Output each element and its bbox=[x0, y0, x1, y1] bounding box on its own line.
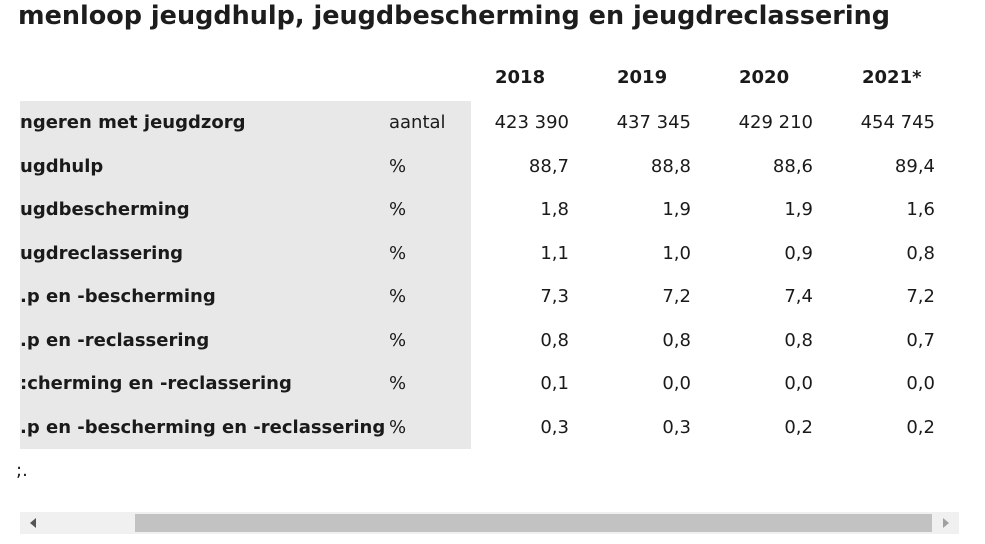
cell-2021: 7,2 bbox=[906, 286, 935, 307]
row-label-cell bbox=[20, 275, 471, 319]
row-label: .p en -reclassering bbox=[20, 329, 210, 351]
row-label: .p en -bescherming bbox=[20, 286, 216, 307]
cell-2018: 1,8 bbox=[540, 199, 569, 220]
table-title: menloop jeugdhulp, jeugdbescherming en j… bbox=[18, 1, 890, 31]
header-label-cell bbox=[20, 55, 471, 100]
row-label: ugdhulp bbox=[20, 155, 104, 177]
triangle-left-icon bbox=[30, 518, 36, 528]
row-unit: % bbox=[389, 242, 407, 264]
cell-2018: 7,3 bbox=[540, 286, 569, 307]
row-label: .p en -bescherming en -reclassering bbox=[20, 416, 386, 438]
cell-2018: 0,8 bbox=[540, 329, 569, 351]
row-label: ngeren met jeugdzorg bbox=[20, 112, 246, 133]
row-unit: % bbox=[389, 155, 407, 177]
cell-2020: 88,6 bbox=[772, 155, 813, 177]
cell-2021: 89,4 bbox=[894, 155, 935, 177]
cell-2021: 0,2 bbox=[906, 416, 935, 438]
column-header-2018: 2018 bbox=[495, 67, 546, 88]
cell-2019: 1,0 bbox=[662, 242, 691, 264]
table-viewport: 2018 2019 2020 2021* ngeren met jeugdzor… bbox=[20, 55, 960, 450]
cell-2019: 0,3 bbox=[662, 416, 691, 438]
row-unit: % bbox=[389, 329, 407, 351]
row-unit: % bbox=[389, 416, 407, 438]
row-label: ugdbescherming bbox=[20, 199, 190, 220]
row-label-cell bbox=[20, 188, 471, 232]
scroll-right-button[interactable] bbox=[937, 512, 955, 534]
cell-2021: 454 745 bbox=[860, 112, 935, 133]
row-label: ugdreclassering bbox=[20, 242, 184, 264]
row-unit: % bbox=[389, 199, 407, 220]
cell-2019: 7,2 bbox=[662, 286, 691, 307]
cell-2018: 88,7 bbox=[528, 155, 569, 177]
cell-2021: 0,8 bbox=[906, 242, 935, 264]
cell-2021: 0,0 bbox=[906, 373, 935, 394]
row-label-cell bbox=[20, 144, 471, 188]
cell-2020: 0,0 bbox=[784, 373, 813, 394]
row-label-cell bbox=[20, 362, 471, 406]
row-label: :cherming en -reclassering bbox=[20, 373, 292, 394]
source-note: ;. bbox=[16, 460, 28, 481]
triangle-right-icon bbox=[943, 518, 949, 528]
cell-2020: 1,9 bbox=[784, 199, 813, 220]
row-unit: % bbox=[389, 286, 407, 307]
cell-2021: 1,6 bbox=[906, 199, 935, 220]
column-header-2020: 2020 bbox=[739, 67, 790, 88]
cell-2019: 0,8 bbox=[662, 329, 691, 351]
column-header-2019: 2019 bbox=[617, 67, 668, 88]
scroll-thumb[interactable] bbox=[135, 514, 932, 532]
row-label-cell bbox=[20, 101, 471, 145]
cell-2019: 437 345 bbox=[616, 112, 691, 133]
row-unit: aantal bbox=[389, 112, 446, 133]
cell-2019: 88,8 bbox=[650, 155, 691, 177]
row-label-cell bbox=[20, 318, 471, 362]
cell-2020: 7,4 bbox=[784, 286, 813, 307]
cell-2018: 1,1 bbox=[540, 242, 569, 264]
row-label-cell bbox=[20, 231, 471, 275]
column-header-2021: 2021* bbox=[862, 67, 922, 88]
cell-2019: 0,0 bbox=[662, 373, 691, 394]
scroll-left-button[interactable] bbox=[24, 512, 42, 534]
cell-2018: 423 390 bbox=[494, 112, 569, 133]
cell-2020: 0,9 bbox=[784, 242, 813, 264]
cell-2018: 0,3 bbox=[540, 416, 569, 438]
cell-2020: 0,2 bbox=[784, 416, 813, 438]
cell-2021: 0,7 bbox=[906, 329, 935, 351]
horizontal-scrollbar[interactable] bbox=[20, 512, 959, 534]
row-unit: % bbox=[389, 373, 407, 394]
cell-2019: 1,9 bbox=[662, 199, 691, 220]
row-label-cell bbox=[20, 405, 471, 449]
cell-2020: 0,8 bbox=[784, 329, 813, 351]
cell-2020: 429 210 bbox=[738, 112, 813, 133]
cell-2018: 0,1 bbox=[540, 373, 569, 394]
